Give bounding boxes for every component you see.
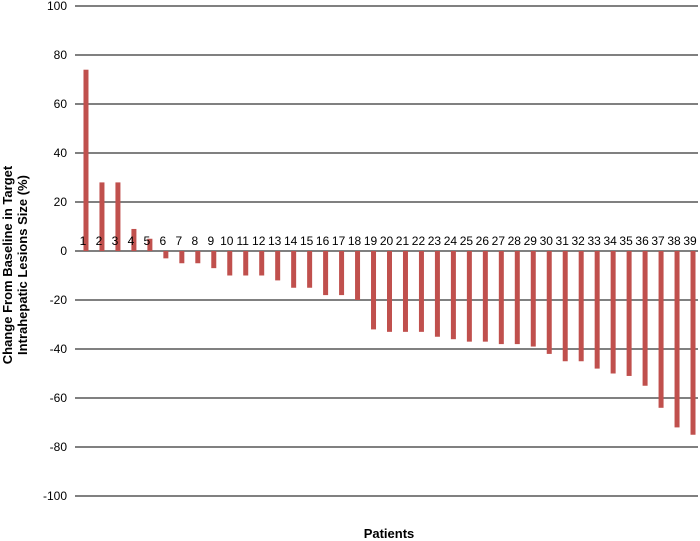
- x-tick-label: 29: [524, 234, 538, 248]
- x-tick-label: 27: [492, 234, 506, 248]
- x-tick-label: 22: [412, 234, 426, 248]
- bar-patient-21: [402, 251, 408, 332]
- x-tick-label: 5: [144, 234, 151, 248]
- x-tick-label: 28: [508, 234, 522, 248]
- bar-patient-24: [450, 251, 456, 340]
- x-tick-label: 3: [112, 234, 119, 248]
- x-tick-label: 12: [252, 234, 266, 248]
- bar-patient-23: [434, 251, 440, 337]
- x-tick-label: 13: [268, 234, 282, 248]
- y-tick-label: -20: [50, 293, 68, 307]
- x-tick-label: 23: [428, 234, 442, 248]
- bar-patient-39: [690, 251, 696, 435]
- x-tick-label: 19: [364, 234, 378, 248]
- bar-patient-27: [498, 251, 504, 345]
- bar-patient-2: [99, 182, 105, 251]
- bars: [83, 69, 696, 435]
- x-tick-label: 17: [332, 234, 346, 248]
- x-tick-label: 16: [316, 234, 330, 248]
- x-tick-label: 39: [683, 234, 697, 248]
- bar-patient-18: [355, 251, 361, 300]
- y-tick-label: -40: [50, 342, 68, 356]
- bar-patient-3: [115, 182, 121, 251]
- bar-patient-5: [147, 238, 153, 251]
- x-tick-label: 8: [191, 234, 198, 248]
- x-tick-label: 31: [556, 234, 570, 248]
- y-tick-label: -60: [50, 391, 68, 405]
- x-tick-label: 35: [619, 234, 633, 248]
- bar-patient-15: [307, 251, 313, 288]
- gridlines: [75, 5, 698, 497]
- bar-patient-28: [514, 251, 520, 345]
- x-tick-label: 11: [236, 234, 249, 248]
- bar-patient-11: [243, 251, 249, 276]
- x-tick-label: 37: [651, 234, 665, 248]
- bar-patient-32: [578, 251, 584, 362]
- x-axis-ticks: 1 2 3 4 5 6 7 8 9 10 11 12 13 14 15 16 17 18 19 20 21 22 23 24 2…: [80, 234, 697, 248]
- bar-patient-13: [275, 251, 281, 281]
- bar-patient-6: [163, 251, 169, 259]
- bar-patient-36: [642, 251, 648, 386]
- bar-patient-10: [227, 251, 233, 276]
- bar-patient-25: [466, 251, 472, 342]
- bar-patient-35: [626, 251, 632, 376]
- x-tick-label: 21: [396, 234, 410, 248]
- x-tick-label: 4: [128, 234, 135, 248]
- bar-patient-26: [482, 251, 488, 342]
- bar-patient-16: [323, 251, 329, 296]
- x-tick-label: 6: [160, 234, 167, 248]
- y-tick-label: 100: [47, 0, 67, 13]
- x-tick-label: 2: [96, 234, 103, 248]
- x-tick-label: 10: [220, 234, 234, 248]
- bar-patient-1: [83, 69, 89, 251]
- bar-patient-9: [211, 251, 217, 269]
- x-tick-label: 36: [635, 234, 649, 248]
- bar-patient-37: [658, 251, 664, 408]
- x-tick-label: 24: [444, 234, 458, 248]
- x-tick-label: 33: [587, 234, 601, 248]
- bar-patient-19: [371, 251, 377, 330]
- bar-patient-29: [530, 251, 536, 347]
- x-tick-label: 9: [207, 234, 214, 248]
- x-axis-title: Patients: [364, 526, 415, 541]
- y-axis-title-line-1: Change From Baseline in Target: [0, 165, 15, 364]
- x-tick-label: 18: [348, 234, 362, 248]
- x-tick-label: 15: [300, 234, 314, 248]
- y-tick-label: 40: [54, 146, 68, 160]
- bar-patient-7: [179, 251, 185, 264]
- y-tick-label: 60: [54, 97, 68, 111]
- x-tick-label: 34: [603, 234, 617, 248]
- x-tick-label: 30: [540, 234, 554, 248]
- bar-patient-17: [339, 251, 345, 296]
- y-tick-label: -100: [43, 489, 67, 503]
- bar-patient-22: [418, 251, 424, 332]
- bar-patient-31: [562, 251, 568, 362]
- bar-patient-4: [131, 228, 137, 251]
- x-tick-label: 7: [175, 234, 182, 248]
- y-axis-ticks: 100 80 60 40 20 0 -20 -40 -60 -80 -100: [43, 0, 67, 503]
- bar-patient-14: [291, 251, 297, 288]
- x-tick-label: 32: [572, 234, 586, 248]
- x-tick-label: 25: [460, 234, 474, 248]
- y-tick-label: -80: [50, 440, 68, 454]
- y-tick-label: 20: [54, 195, 68, 209]
- bar-patient-20: [387, 251, 392, 332]
- bar-patient-8: [195, 251, 201, 264]
- y-axis-title-line-2: Intrahepatic Lesions Size (%): [15, 175, 30, 355]
- x-tick-label: 20: [380, 234, 394, 248]
- bar-patient-33: [594, 251, 600, 369]
- y-tick-label: 0: [60, 244, 67, 258]
- x-tick-label: 38: [667, 234, 681, 248]
- x-tick-label: 26: [476, 234, 490, 248]
- bar-patient-38: [674, 251, 680, 428]
- y-tick-label: 80: [54, 48, 68, 62]
- x-tick-label: 14: [284, 234, 298, 248]
- bar-patient-34: [610, 251, 616, 374]
- bar-patient-12: [259, 251, 265, 276]
- x-tick-label: 1: [80, 234, 87, 248]
- bar-patient-30: [546, 251, 552, 354]
